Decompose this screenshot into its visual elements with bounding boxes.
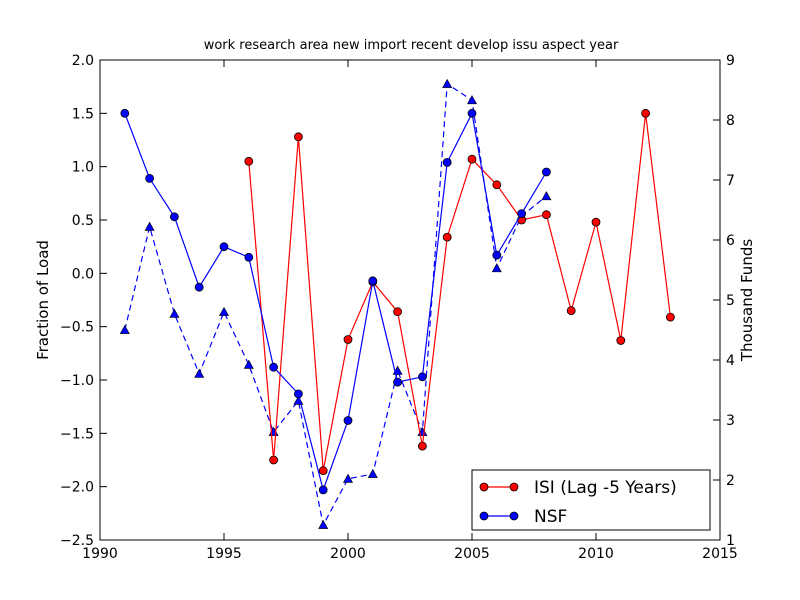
y-axis-label: Fraction of Load <box>34 240 52 360</box>
series-2-point <box>318 519 329 529</box>
series-2-point <box>466 95 478 105</box>
series-2-point <box>491 263 502 273</box>
series-1-point <box>343 416 353 425</box>
series-2-point <box>218 306 230 316</box>
ticks-layer: 1990 1995 2000 2005 2010 2015 2.0 1.5 1.0 0.5 0.0 −… <box>60 53 738 562</box>
legend-marker-nsf <box>479 511 489 521</box>
chart-title: work research area new import recent dev… <box>204 38 619 53</box>
x-tick-label: 1995 <box>206 546 242 562</box>
legend-marker-isi <box>479 482 489 492</box>
series-2-point <box>194 368 205 378</box>
series-2-point <box>541 191 552 201</box>
y2-tick-label: 6 <box>726 233 735 249</box>
series-1-point <box>244 252 254 262</box>
legend-box <box>471 469 711 531</box>
series-1-point <box>542 167 551 177</box>
series-1-point <box>194 282 204 292</box>
x-tick-label: 2005 <box>454 546 490 562</box>
series-1-point <box>393 377 403 387</box>
y2-tick-label: 2 <box>726 473 735 489</box>
series-0-point <box>393 307 403 317</box>
y-tick-label: −2.5 <box>60 533 94 549</box>
series-0-point <box>318 466 328 476</box>
y2-tick-label: 8 <box>726 113 735 129</box>
series-2-point <box>243 359 254 369</box>
series-0-point <box>542 210 551 220</box>
series-2-point <box>442 78 453 88</box>
series-1-point <box>293 389 303 399</box>
series-1-point <box>467 108 477 118</box>
series-1-point <box>169 212 179 222</box>
series-line-1 <box>124 111 547 492</box>
series-1-point <box>417 372 427 382</box>
series-0-point <box>492 180 502 190</box>
legend-label-nsf: NSF <box>534 507 567 527</box>
series-2-point <box>169 308 180 318</box>
series-2-point <box>342 473 354 483</box>
legend-label-isi: ISI (Lag -5 Years) <box>534 478 677 498</box>
y2-tick-label: 4 <box>726 353 735 369</box>
y-tick-label: 1.0 <box>72 160 94 176</box>
plot-area <box>100 60 720 540</box>
series-0-point <box>343 335 353 344</box>
series-1-point <box>145 173 155 183</box>
series-line-0 <box>248 113 671 471</box>
series-0-point <box>591 217 601 227</box>
x-tick-label: 2010 <box>578 546 614 562</box>
series-0-point <box>641 108 650 118</box>
y-tick-label: 0.0 <box>72 266 94 282</box>
legend: ISI (Lag -5 Years) NSF <box>471 469 711 531</box>
y2-tick-label: 3 <box>726 413 735 429</box>
series-0-point <box>467 154 477 164</box>
series-1-point <box>120 108 130 118</box>
x-tick-label: 2000 <box>330 546 366 562</box>
y2-tick-label: 5 <box>726 293 735 309</box>
series-2-point <box>367 468 378 478</box>
series-1-point <box>442 157 452 167</box>
legend-marker-isi-end <box>509 482 519 492</box>
x-tick-label: 1990 <box>82 546 118 562</box>
y-tick-label: 0.5 <box>72 213 94 229</box>
series-1-point <box>269 362 279 372</box>
series-0-point <box>269 455 279 465</box>
y-tick-label: −1.5 <box>60 426 94 442</box>
series-1-point <box>492 250 502 260</box>
y-tick-label: −1.0 <box>60 373 94 389</box>
series-1-point <box>219 242 229 252</box>
series-2-point <box>119 324 130 334</box>
series-0-point <box>666 312 675 322</box>
x-tick-label: 2015 <box>702 546 738 562</box>
series-layer <box>119 78 675 529</box>
series-1-point <box>318 485 328 495</box>
series-0-point <box>244 156 254 166</box>
series-line-2 <box>124 82 547 527</box>
series-0-point <box>293 132 303 142</box>
series-0-point <box>566 306 576 316</box>
y-tick-label: −2.0 <box>60 480 94 496</box>
y2-tick-label: 9 <box>726 53 735 69</box>
y2-tick-label: 1 <box>726 533 735 549</box>
y-tick-label: 1.5 <box>72 106 94 122</box>
series-0-point <box>442 232 452 242</box>
y2-tick-label: 7 <box>726 173 735 189</box>
series-1-point <box>517 209 526 219</box>
y-tick-label: −0.5 <box>60 320 94 336</box>
series-0-point <box>417 441 427 451</box>
y2-axis-label: Thousand Funds <box>738 239 756 362</box>
series-2-point <box>144 221 155 231</box>
y-tick-label: 2.0 <box>72 53 94 69</box>
series-1-point <box>368 276 378 286</box>
series-0-point <box>616 336 626 345</box>
legend-marker-nsf-end <box>509 511 519 521</box>
